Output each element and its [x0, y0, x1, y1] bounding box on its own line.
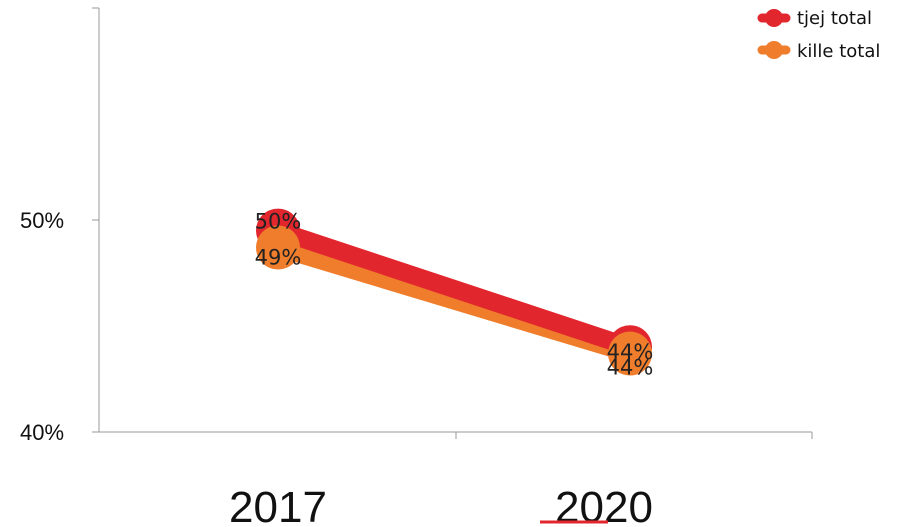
data-label-kille-2020: 44% [607, 356, 654, 380]
data-label-kille-2017: 49% [255, 246, 302, 270]
data-point-kille-2017 [256, 225, 300, 270]
data-label-tjej-2017: 50% [255, 210, 302, 234]
y-tick-label-40: 40% [20, 420, 64, 445]
legend: tjej total kille total [757, 8, 880, 62]
x-label-2017: 2017 [229, 483, 327, 527]
y-tick-label-50: 50% [20, 208, 64, 233]
data-label-tjej-2020: 44% [607, 340, 654, 364]
legend-label-kille-total: kille total [797, 41, 880, 62]
legend-marker-kille-total [765, 41, 783, 59]
data-point-kille-2020 [608, 331, 652, 376]
legend-label-tjej-total: tjej total [797, 8, 872, 29]
x-label-2020: 2020 [555, 483, 653, 527]
series-line-tjej-total [269, 221, 639, 357]
legend-marker-tjej-total [765, 9, 783, 27]
